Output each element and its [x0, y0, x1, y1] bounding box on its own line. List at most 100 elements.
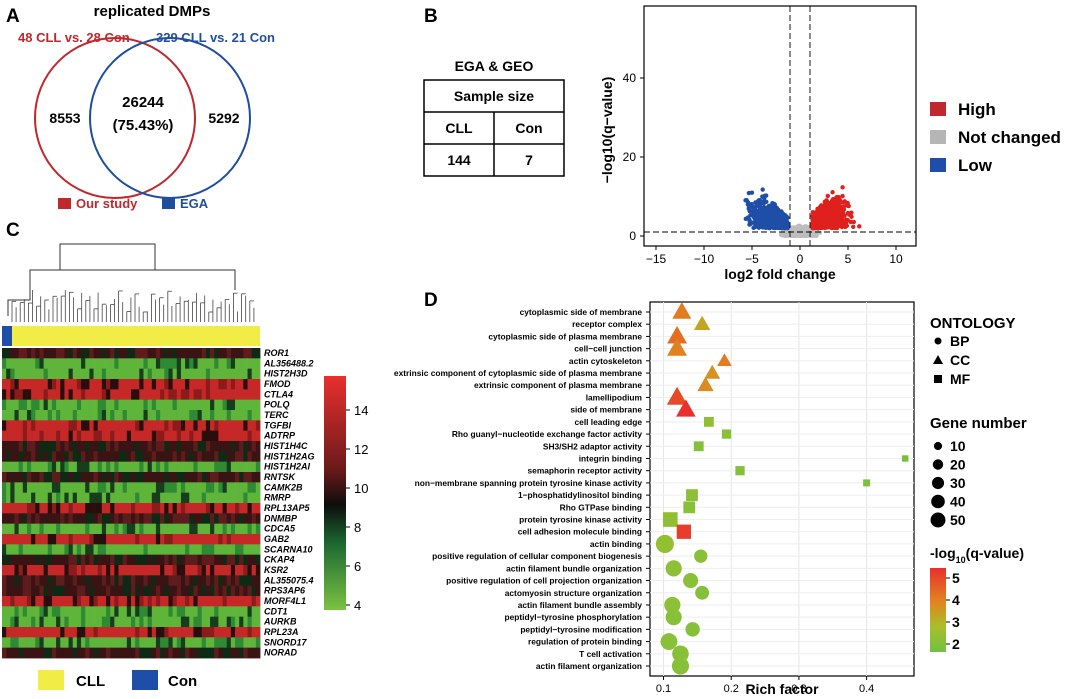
heatmap-cell: [118, 554, 124, 566]
heatmap-cell: [230, 399, 236, 411]
heatmap-cell: [135, 348, 140, 359]
heatmap-cell: [197, 461, 203, 473]
heatmap-cell: [110, 348, 115, 359]
gene-number-legend-title: Gene number: [930, 415, 1027, 432]
heatmap-cell: [93, 358, 99, 370]
heatmap-cell: [151, 575, 157, 587]
heatmap-cell: [110, 492, 115, 504]
heatmap-cell: [164, 461, 169, 473]
heatmap-cell: [56, 379, 61, 390]
heatmap-cell: [14, 482, 20, 494]
heatmap-cell: [47, 554, 53, 566]
heatmap-cell: [89, 399, 94, 411]
heatmap-cell: [68, 461, 74, 473]
go-point-mf: [703, 416, 714, 427]
heatmap-cell: [131, 585, 136, 597]
heatmap-cell: [139, 554, 144, 566]
heatmap-cell: [81, 368, 86, 380]
volcano-legend-swatch-nc: [930, 130, 946, 144]
heatmap-cell: [247, 647, 253, 659]
gene-label: CTLA4: [264, 389, 293, 399]
heatmap-cell: [168, 482, 174, 494]
heatmap-cell: [114, 420, 119, 432]
heatmap-cell: [131, 523, 136, 535]
heatmap-cell: [126, 441, 132, 452]
heatmap-cell: [230, 451, 236, 463]
heatmap-cell: [230, 627, 236, 638]
heatmap-cell: [176, 358, 182, 370]
heatmap-cell: [168, 410, 174, 421]
heatmap-cell: [160, 420, 165, 432]
heatmap-cell: [214, 534, 219, 545]
gene-label: HIST2H3D: [264, 369, 308, 379]
volcano-point-high: [840, 193, 845, 199]
heatmap-cell: [168, 472, 174, 483]
heatmap-cell: [72, 348, 78, 359]
heatmap-cell: [251, 461, 257, 473]
heatmap-cell: [56, 368, 61, 380]
heatmap-cell: [51, 482, 57, 494]
heatmap-cell: [126, 503, 132, 514]
heatmap-cell: [18, 430, 24, 442]
heatmap-cell: [235, 637, 240, 649]
heatmap-cell: [185, 420, 190, 432]
heatmap-cell: [251, 606, 257, 618]
heatmap-cell: [93, 596, 99, 607]
heatmap-cell: [81, 523, 86, 535]
heatmap-cell: [251, 596, 257, 607]
heatmap-cell: [76, 492, 82, 504]
heatmap-cell: [60, 441, 65, 452]
heatmap-cell: [10, 492, 15, 504]
heatmap-cell: [210, 627, 215, 638]
volcano-legend-high: High: [958, 100, 996, 119]
heatmap-cell: [210, 606, 215, 618]
heatmap-cell: [255, 461, 261, 473]
volcano-point-low: [774, 222, 779, 227]
heatmap-cell: [210, 379, 215, 390]
heatmap-cell: [164, 389, 169, 401]
heatmap-cell: [243, 420, 248, 432]
heatmap-cell: [101, 554, 107, 566]
panel-label-b: B: [424, 6, 438, 27]
heatmap-cell: [218, 534, 223, 545]
heatmap-cell: [97, 461, 103, 473]
heatmap-cell: [93, 606, 99, 618]
heatmap-cell: [18, 565, 24, 576]
go-point-bp: [694, 549, 708, 563]
heatmap-cell: [218, 461, 223, 473]
heatmap-cell: [160, 596, 165, 607]
heatmap-cell: [93, 379, 99, 390]
heatmap-cell: [51, 410, 57, 421]
heatmap-cell: [176, 492, 182, 504]
heatmap-cell: [118, 616, 124, 628]
heatmap-cell: [43, 534, 49, 545]
heatmap-cell: [222, 399, 228, 411]
heatmap-cell: [110, 523, 115, 535]
heatmap-cell: [114, 534, 119, 545]
heatmap-cell: [189, 420, 194, 432]
volcano-point-high: [836, 221, 842, 226]
heatmap-cell: [22, 461, 28, 473]
heatmap-cell: [235, 596, 240, 607]
heatmap-cell: [122, 420, 128, 432]
volcano-point-high: [838, 204, 844, 209]
heatmap-cell: [47, 441, 53, 452]
heatmap-cell: [201, 503, 207, 514]
heatmap-cell: [131, 348, 136, 359]
heatmap-cell: [10, 358, 15, 370]
heatmap-cell: [247, 544, 253, 556]
heatmap-cell: [135, 647, 140, 659]
volcano-point-low: [746, 190, 752, 196]
heatmap-cell: [180, 596, 186, 607]
heatmap-cell: [168, 348, 174, 359]
heatmap-cell: [68, 410, 74, 421]
heatmap-cell: [106, 637, 111, 649]
volcano-point-high: [841, 207, 847, 212]
heatmap-cell: [201, 596, 207, 607]
heatmap-cell: [47, 565, 53, 576]
heatmap-cell: [101, 534, 107, 545]
heatmap-cell: [72, 430, 78, 442]
heatmap-cell: [85, 534, 90, 545]
heatmap-cell: [56, 544, 61, 556]
heatmap-cell: [201, 379, 207, 390]
